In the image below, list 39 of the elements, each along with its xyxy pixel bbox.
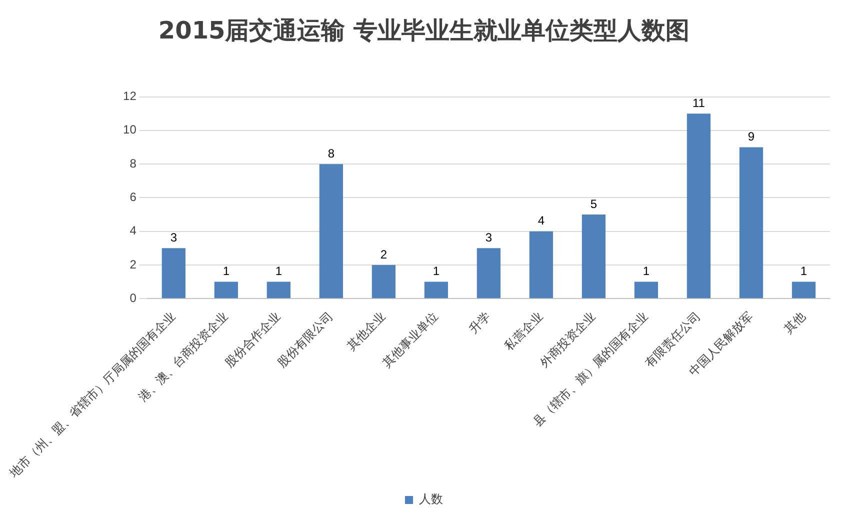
bar bbox=[214, 282, 238, 298]
data-label: 1 bbox=[642, 264, 650, 278]
y-tick-label: 4 bbox=[130, 224, 137, 238]
bar bbox=[424, 282, 448, 298]
y-tick-label: 0 bbox=[130, 290, 137, 305]
y-tick-label: 6 bbox=[130, 190, 137, 204]
y-tick-label: 10 bbox=[123, 122, 137, 137]
bar bbox=[582, 214, 606, 298]
bar bbox=[372, 264, 396, 298]
data-label: 1 bbox=[800, 264, 808, 278]
y-tick-label: 2 bbox=[130, 257, 137, 272]
data-label: 2 bbox=[380, 247, 388, 262]
y-tick-label: 12 bbox=[123, 89, 137, 104]
x-tick-label: 升学 bbox=[466, 309, 494, 336]
chart-title: 2015届交通运输 专业毕业生就业单位类型人数图 bbox=[158, 16, 690, 45]
data-label: 3 bbox=[170, 230, 178, 244]
bar bbox=[476, 248, 501, 298]
y-tick-label: 8 bbox=[130, 156, 137, 170]
bar bbox=[739, 147, 764, 298]
data-label: 9 bbox=[748, 130, 755, 144]
x-tick-label: 私营企业 bbox=[502, 309, 546, 353]
bar bbox=[266, 282, 290, 298]
bar bbox=[634, 282, 658, 298]
bar bbox=[686, 114, 711, 298]
data-label: 8 bbox=[328, 146, 335, 160]
bar bbox=[162, 248, 186, 298]
x-tick-label: 其他 bbox=[781, 309, 808, 336]
data-label: 1 bbox=[432, 264, 440, 278]
x-tick-label: 其他企业 bbox=[344, 309, 388, 353]
data-label: 3 bbox=[485, 230, 492, 244]
legend-label: 人数 bbox=[419, 492, 443, 506]
data-label: 5 bbox=[590, 196, 598, 211]
bar bbox=[529, 231, 554, 298]
bar bbox=[319, 164, 343, 298]
data-label: 1 bbox=[222, 264, 230, 278]
data-label: 11 bbox=[692, 96, 706, 110]
data-label: 1 bbox=[275, 264, 282, 278]
data-label: 4 bbox=[538, 214, 545, 228]
bar bbox=[792, 282, 816, 298]
